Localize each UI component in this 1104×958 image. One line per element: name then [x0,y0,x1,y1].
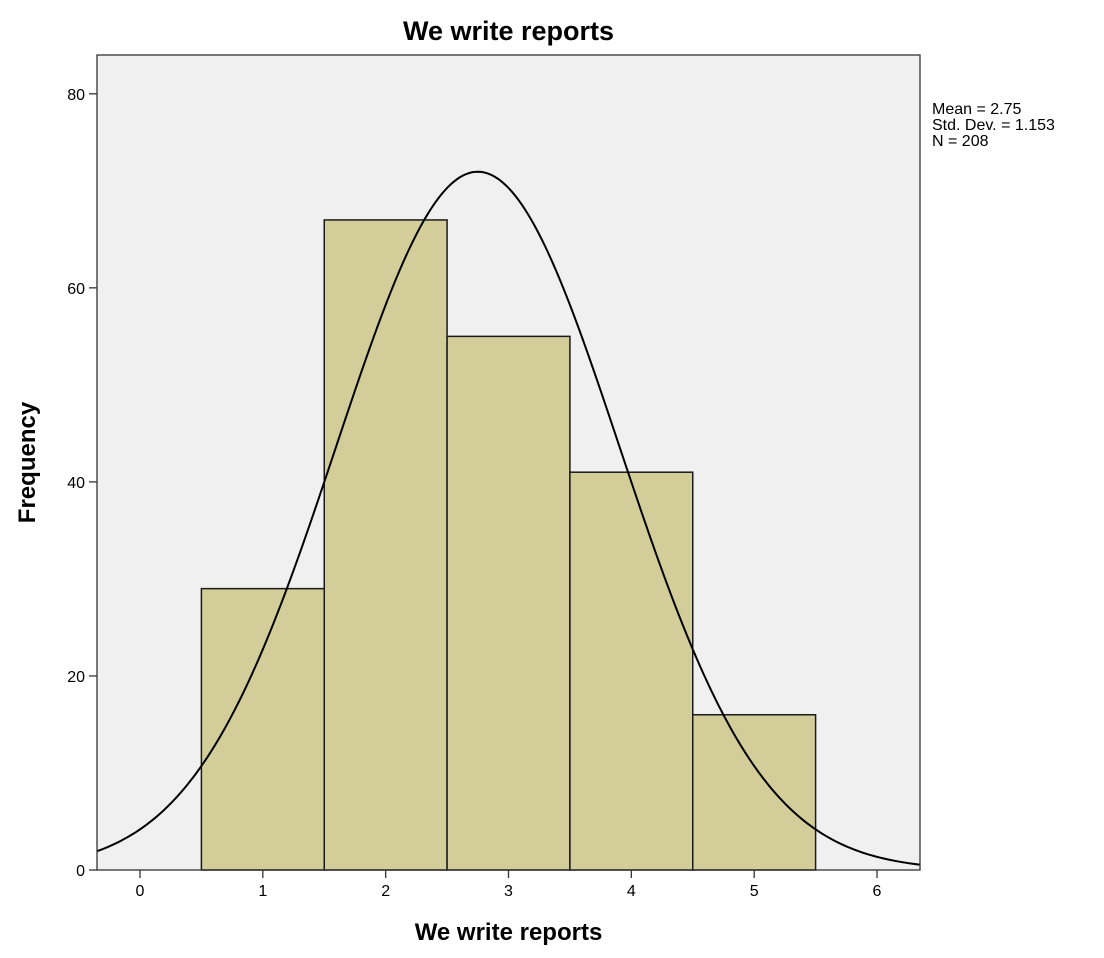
x-tick-label-2: 2 [381,883,390,900]
bars-group [200,219,817,871]
x-axis: 0 1 2 3 4 5 6 [136,870,882,900]
y-tick-label-0: 0 [76,863,85,880]
y-tick-label-80: 80 [67,87,85,104]
normal-curve [96,170,921,866]
x-tick-label-5: 5 [750,883,759,900]
x-tick-label-4: 4 [627,883,636,900]
bar-1 [200,587,325,871]
stats-std-dev: Std. Dev. = 1.153 [932,117,1055,134]
bar-2 [323,219,448,871]
bar-5 [692,714,817,871]
y-tick-label-40: 40 [67,475,85,492]
bar-3 [446,335,571,871]
stats-mean: Mean = 2.75 [932,101,1022,118]
y-tick-label-60: 60 [67,281,85,298]
stats-n: N = 208 [932,133,989,150]
y-axis-title: Frequency [14,401,41,523]
x-tick-label-3: 3 [504,883,513,900]
x-tick-label-0: 0 [136,883,145,900]
x-tick-label-6: 6 [873,883,882,900]
bar-4 [569,471,694,871]
x-tick-label-1: 1 [258,883,267,900]
stats-box: Mean = 2.75 Std. Dev. = 1.153 N = 208 [932,101,1055,150]
x-axis-title: We write reports [415,919,603,946]
y-tick-label-20: 20 [67,669,85,686]
chart-title: We write reports [403,16,614,46]
y-axis: 0 20 40 60 80 [67,87,97,880]
